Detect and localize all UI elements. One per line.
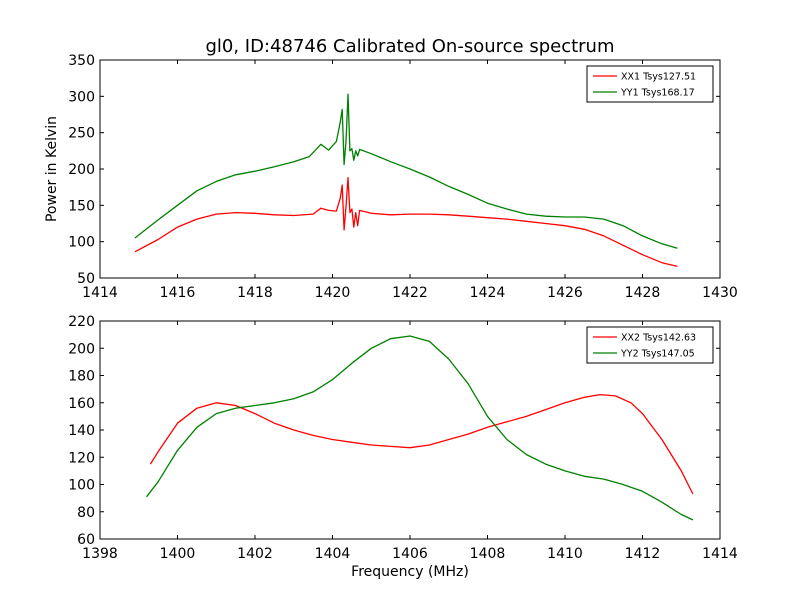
top-y-tick-label: 200 <box>68 162 95 178</box>
bottom-y-tick-label: 180 <box>68 369 95 385</box>
bottom-y-tick-label: 160 <box>68 396 95 412</box>
bottom-chart: 1398 1400 1402 1404 1406 1408 1410 1412 1414 60 80… <box>68 314 738 562</box>
top-y-tick-label: 50 <box>77 271 95 287</box>
bottom-y-tick-label: 100 <box>68 478 95 494</box>
bottom-y-tick-label: 60 <box>77 532 95 548</box>
bottom-series-xx2-line <box>149 393 694 495</box>
bottom-legend: XX2 Tsys142.63 YY2 Tsys147.05 <box>586 326 714 364</box>
top-legend-box <box>586 65 714 103</box>
top-x-tick-label: 1418 <box>237 285 273 301</box>
bottom-y-tick-label: 200 <box>68 341 95 357</box>
bottom-x-tick-label: 1410 <box>547 546 583 562</box>
figure-title: gl0, ID:48746 Calibrated On-source spect… <box>205 36 614 57</box>
top-y-tick-label: 100 <box>68 235 95 251</box>
top-y-tick-label: 150 <box>68 198 95 214</box>
top-series-xx1-line <box>134 177 678 268</box>
top-x-tick-label: 1428 <box>625 285 661 301</box>
top-x-tick-label: 1426 <box>547 285 583 301</box>
top-y-tick-label: 300 <box>68 89 95 105</box>
top-legend-label: XX1 Tsys127.51 <box>621 72 696 83</box>
top-x-tick-label: 1430 <box>702 285 738 301</box>
top-x-tick-label: 1420 <box>315 285 351 301</box>
bottom-x-tick-label: 1408 <box>470 546 506 562</box>
bottom-legend-box <box>586 326 714 364</box>
bottom-x-tick-label: 1406 <box>392 546 428 562</box>
bottom-x-axis-label: Frequency (MHz) <box>351 564 469 580</box>
bottom-x-tick-label: 1402 <box>237 546 273 562</box>
top-legend: XX1 Tsys127.51 YY1 Tsys168.17 <box>586 65 714 103</box>
bottom-legend-label: XX2 Tsys142.63 <box>621 333 696 344</box>
bottom-x-tick-label: 1398 <box>82 546 118 562</box>
top-y-axis-label: Power in Kelvin <box>44 116 60 222</box>
bottom-legend-label: YY2 Tsys147.05 <box>620 349 695 360</box>
top-y-tick-label: 250 <box>68 126 95 142</box>
top-x-tick-label: 1424 <box>470 285 506 301</box>
bottom-x-tick-label: 1404 <box>315 546 351 562</box>
bottom-y-tick-label: 80 <box>77 505 95 521</box>
top-x-tick-label: 1414 <box>82 285 118 301</box>
bottom-y-tick-label: 140 <box>68 423 95 439</box>
bottom-y-tick-label: 120 <box>68 450 95 466</box>
bottom-x-tick-label: 1400 <box>160 546 196 562</box>
bottom-x-tick-label: 1412 <box>625 546 661 562</box>
top-y-tick-label: 350 <box>68 53 95 69</box>
bottom-series-yy2-line <box>145 335 694 521</box>
bottom-x-tick-label: 1414 <box>702 546 738 562</box>
top-x-tick-label: 1416 <box>160 285 196 301</box>
top-x-tick-label: 1422 <box>392 285 428 301</box>
top-legend-label: YY1 Tsys168.17 <box>620 88 695 99</box>
bottom-y-tick-label: 220 <box>68 314 95 330</box>
top-chart: 1414 1416 1418 1420 1422 1424 1426 1428 1430 50 10… <box>68 53 738 301</box>
top-series-yy1-line <box>134 93 678 249</box>
